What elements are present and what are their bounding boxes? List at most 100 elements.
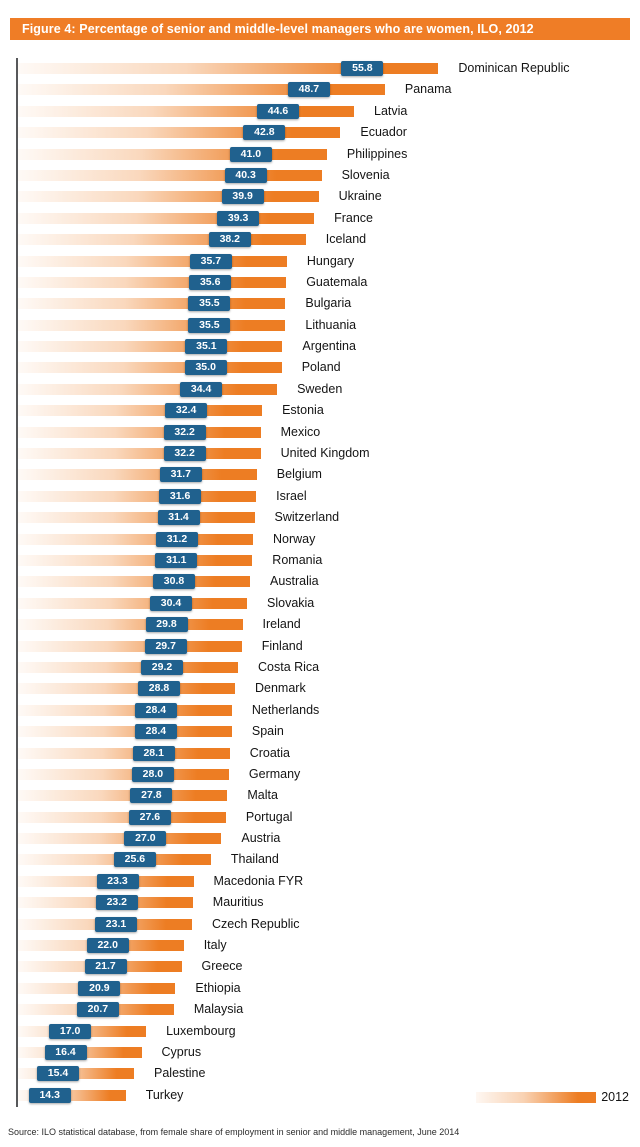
value-label: 16.4 <box>44 1044 87 1060</box>
bar <box>18 597 247 609</box>
bar <box>18 341 283 353</box>
bar-row: 31.2 Norway <box>18 529 640 550</box>
bar <box>18 319 286 331</box>
source-note: Source: ILO statistical database, from f… <box>8 1127 460 1137</box>
bar <box>18 512 255 524</box>
bar <box>18 234 306 246</box>
value-label: 48.7 <box>287 82 330 98</box>
legend-label: 2012 <box>601 1090 629 1104</box>
country-label: Ecuador <box>360 125 407 140</box>
bar-row: 27.8 Malta <box>18 785 640 806</box>
bar <box>18 448 261 460</box>
country-label: Norway <box>273 531 316 546</box>
bar <box>18 833 222 845</box>
bar <box>18 640 242 652</box>
bar-row: 20.9 Ethiopia <box>18 978 640 999</box>
bar-row: 35.0 Poland <box>18 357 640 378</box>
value-label: 35.0 <box>184 360 227 376</box>
bar-row: 31.4 Switzerland <box>18 507 640 528</box>
country-label: Italy <box>203 938 227 953</box>
bar <box>18 405 263 417</box>
country-label: Latvia <box>374 103 408 118</box>
bar-row: 48.7 Panama <box>18 79 640 100</box>
bar <box>18 726 232 738</box>
value-label: 31.2 <box>156 531 198 547</box>
country-label: Iceland <box>325 232 367 247</box>
country-label: Poland <box>301 360 341 375</box>
country-label: Argentina <box>302 339 356 354</box>
value-label: 32.2 <box>163 446 206 462</box>
bar-row: 28.4 Spain <box>18 721 640 742</box>
country-label: Sweden <box>297 381 343 396</box>
bar <box>18 576 250 588</box>
bar <box>18 747 230 759</box>
value-label: 29.2 <box>141 659 183 675</box>
bar-row: 32.2 Mexico <box>18 422 640 443</box>
value-label: 41.0 <box>229 146 272 162</box>
bar-row: 27.6 Portugal <box>18 807 640 828</box>
value-label: 27.8 <box>130 788 173 804</box>
country-label: Switzerland <box>274 510 340 525</box>
value-label: 35.6 <box>189 274 232 290</box>
bar-row: 31.7 Belgium <box>18 464 640 485</box>
value-label: 29.8 <box>145 617 188 633</box>
country-label: Lithuania <box>305 317 357 332</box>
value-label: 28.0 <box>131 766 174 782</box>
bar-row: 35.6 Guatemala <box>18 272 640 293</box>
bar <box>18 276 287 288</box>
bar-rows: 55.8 Dominican Republic 48.7 Panama 44.6 Latv… <box>18 58 640 1106</box>
value-label: 32.4 <box>165 403 208 419</box>
country-label: Netherlands <box>251 702 320 717</box>
value-label: 25.6 <box>113 852 156 868</box>
bar-row: 31.6 Israel <box>18 486 640 507</box>
country-label: Palestine <box>154 1066 206 1081</box>
country-label: Ethiopia <box>195 980 241 995</box>
bar-row: 29.7 Finland <box>18 636 640 657</box>
bar-row: 34.4 Sweden <box>18 379 640 400</box>
bar <box>18 383 278 395</box>
value-label: 20.9 <box>78 980 121 996</box>
bar <box>18 362 282 374</box>
country-label: Guatemala <box>306 274 368 289</box>
bar <box>18 790 228 802</box>
bar <box>18 661 238 673</box>
country-label: Turkey <box>145 1087 184 1102</box>
bar-row: 35.7 Hungary <box>18 251 640 272</box>
country-label: Ireland <box>262 617 301 632</box>
value-label: 35.7 <box>189 253 232 269</box>
value-label: 23.1 <box>95 916 137 932</box>
country-label: Austria <box>241 831 281 846</box>
value-label: 23.2 <box>95 895 138 911</box>
value-label: 30.4 <box>150 595 192 611</box>
value-label: 27.6 <box>128 809 171 825</box>
country-label: Spain <box>251 724 284 739</box>
bar <box>18 84 385 96</box>
value-label: 28.4 <box>134 724 177 740</box>
figure-title: Figure 4: Percentage of senior and middl… <box>22 22 534 36</box>
bar-row: 29.8 Ireland <box>18 614 640 635</box>
bar-row: 30.8 Australia <box>18 571 640 592</box>
country-label: Slovenia <box>341 167 390 182</box>
bar-row: 28.4 Netherlands <box>18 700 640 721</box>
country-label: Ukraine <box>338 189 382 204</box>
country-label: Israel <box>276 488 307 503</box>
value-label: 14.3 <box>28 1087 71 1103</box>
bar-row: 23.1 Czech Republic <box>18 914 640 935</box>
bar <box>18 554 253 566</box>
bar <box>18 212 315 224</box>
bar <box>18 169 322 181</box>
bar-row: 39.3 France <box>18 208 640 229</box>
bar <box>18 426 261 438</box>
bar <box>18 191 319 203</box>
country-label: Slovakia <box>267 595 315 610</box>
bar-row: 41.0 Philippines <box>18 144 640 165</box>
value-label: 34.4 <box>180 381 223 397</box>
country-label: Macedonia FYR <box>213 873 304 888</box>
value-label: 30.8 <box>153 574 195 590</box>
bar-row: 23.2 Mauritius <box>18 892 640 913</box>
value-label: 31.7 <box>159 467 202 483</box>
country-label: Finland <box>261 638 303 653</box>
legend: 2012 <box>476 1090 629 1104</box>
country-label: Hungary <box>306 253 355 268</box>
value-label: 21.7 <box>84 959 127 975</box>
